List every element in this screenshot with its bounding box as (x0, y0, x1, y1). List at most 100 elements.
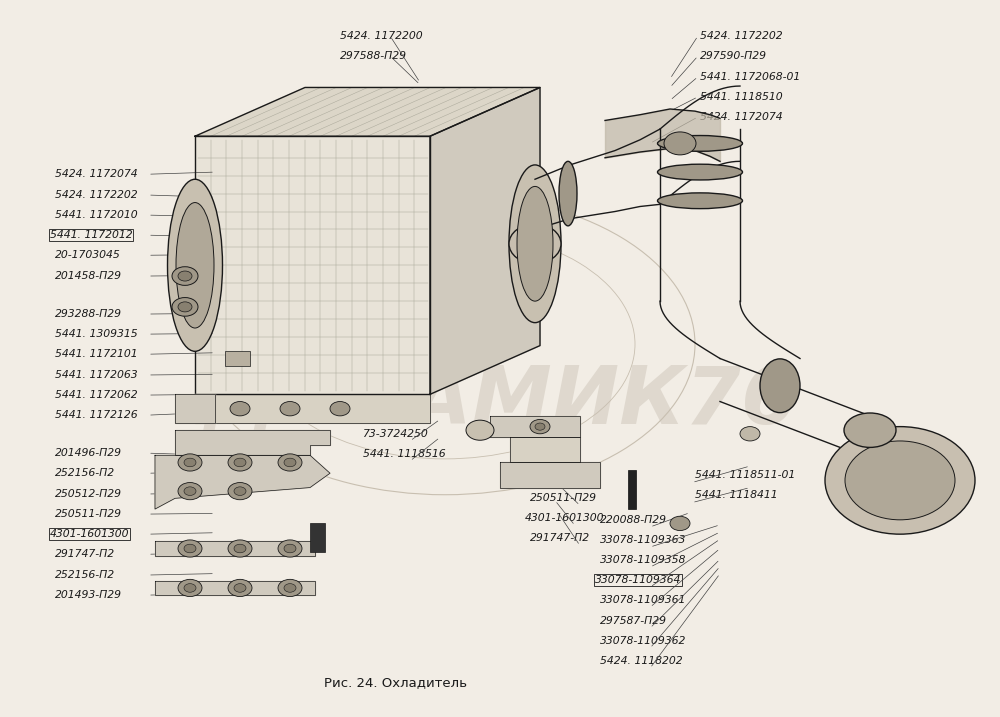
Ellipse shape (176, 203, 214, 328)
Text: 297588-П29: 297588-П29 (340, 51, 407, 61)
Text: 33078-1109363: 33078-1109363 (600, 535, 686, 545)
Polygon shape (430, 87, 540, 394)
Text: 5424. 1172200: 5424. 1172200 (340, 31, 423, 41)
Text: 297587-П29: 297587-П29 (600, 616, 667, 626)
Circle shape (234, 458, 246, 467)
Text: 220088-П29: 220088-П29 (600, 515, 667, 525)
Ellipse shape (760, 358, 800, 412)
Circle shape (664, 132, 696, 155)
Circle shape (184, 584, 196, 592)
Text: 5441. 1118516: 5441. 1118516 (363, 449, 446, 459)
Text: 5441. 1118411: 5441. 1118411 (695, 490, 778, 500)
Text: 5441. 1172010: 5441. 1172010 (55, 210, 138, 220)
Text: 5424. 1172074: 5424. 1172074 (700, 112, 783, 122)
Circle shape (228, 483, 252, 500)
Polygon shape (195, 87, 540, 136)
Circle shape (284, 544, 296, 553)
Circle shape (466, 420, 494, 440)
Text: 33078-1109358: 33078-1109358 (600, 555, 686, 565)
Text: 5441. 1309315: 5441. 1309315 (55, 329, 138, 339)
Text: 4301-1601300: 4301-1601300 (525, 513, 604, 523)
Circle shape (178, 454, 202, 471)
Text: 5424. 1172074: 5424. 1172074 (55, 169, 138, 179)
Circle shape (230, 402, 250, 416)
Circle shape (178, 483, 202, 500)
Text: 293288-П29: 293288-П29 (55, 309, 122, 319)
Text: 291747-П2: 291747-П2 (530, 533, 590, 543)
Ellipse shape (517, 186, 553, 301)
Polygon shape (195, 394, 430, 423)
Text: 297590-П29: 297590-П29 (700, 51, 767, 61)
Text: 33078-1109362: 33078-1109362 (600, 636, 686, 646)
Text: 5424. 1172202: 5424. 1172202 (700, 31, 783, 41)
Polygon shape (510, 437, 580, 462)
Polygon shape (490, 416, 580, 437)
Circle shape (284, 458, 296, 467)
Text: 20-1703045: 20-1703045 (55, 250, 121, 260)
Text: 252156-П2: 252156-П2 (55, 570, 115, 580)
Circle shape (228, 579, 252, 597)
Ellipse shape (844, 413, 896, 447)
Text: 5441. 1172062: 5441. 1172062 (55, 390, 138, 400)
Circle shape (228, 540, 252, 557)
Text: 201458-П29: 201458-П29 (55, 271, 122, 281)
Text: Рис. 24. Охладитель: Рис. 24. Охладитель (324, 676, 466, 689)
Circle shape (172, 267, 198, 285)
Circle shape (184, 487, 196, 495)
Polygon shape (155, 455, 330, 509)
Polygon shape (175, 430, 330, 455)
Text: 5441. 1172012: 5441. 1172012 (50, 230, 133, 240)
Text: 5424. 1172202: 5424. 1172202 (55, 190, 138, 200)
Text: 252156-П2: 252156-П2 (55, 468, 115, 478)
Text: 5441. 1118510: 5441. 1118510 (700, 92, 783, 102)
Polygon shape (500, 462, 600, 488)
Bar (225, 351, 250, 366)
Circle shape (280, 402, 300, 416)
Circle shape (740, 427, 760, 441)
Text: 250512-П29: 250512-П29 (55, 489, 122, 499)
Ellipse shape (559, 161, 577, 226)
Circle shape (278, 454, 302, 471)
Polygon shape (155, 541, 315, 556)
Ellipse shape (509, 224, 561, 263)
Circle shape (825, 427, 975, 534)
Circle shape (330, 402, 350, 416)
Text: 73-3724250: 73-3724250 (363, 429, 429, 439)
Ellipse shape (658, 193, 742, 209)
Text: 291747-П2: 291747-П2 (55, 549, 115, 559)
Text: 5441. 1172126: 5441. 1172126 (55, 410, 138, 420)
Text: 5441. 1172063: 5441. 1172063 (55, 370, 138, 380)
Circle shape (284, 584, 296, 592)
Circle shape (278, 579, 302, 597)
Circle shape (535, 423, 545, 430)
Polygon shape (175, 394, 215, 423)
Bar (628, 470, 636, 509)
Circle shape (845, 441, 955, 520)
Circle shape (234, 584, 246, 592)
Ellipse shape (658, 136, 742, 151)
Circle shape (178, 302, 192, 312)
Text: 33078-1109364: 33078-1109364 (595, 575, 681, 585)
Polygon shape (195, 136, 430, 394)
Circle shape (228, 454, 252, 471)
Circle shape (184, 458, 196, 467)
Text: ДИНАМИК76: ДИНАМИК76 (203, 363, 797, 440)
Ellipse shape (168, 179, 222, 351)
Text: 201496-П29: 201496-П29 (55, 448, 122, 458)
Circle shape (670, 516, 690, 531)
Circle shape (184, 544, 196, 553)
Circle shape (172, 298, 198, 316)
Circle shape (530, 419, 550, 434)
Text: 5441. 1172068-01: 5441. 1172068-01 (700, 72, 800, 82)
Text: 250511-П29: 250511-П29 (530, 493, 597, 503)
Text: 5441. 1172101: 5441. 1172101 (55, 349, 138, 359)
Circle shape (278, 540, 302, 557)
Polygon shape (155, 581, 315, 595)
Text: 250511-П29: 250511-П29 (55, 509, 122, 519)
Bar (310, 523, 325, 552)
Text: 201493-П29: 201493-П29 (55, 590, 122, 600)
Text: 5424. 1118202: 5424. 1118202 (600, 656, 683, 666)
Circle shape (234, 544, 246, 553)
Text: 33078-1109361: 33078-1109361 (600, 595, 686, 605)
Circle shape (178, 540, 202, 557)
